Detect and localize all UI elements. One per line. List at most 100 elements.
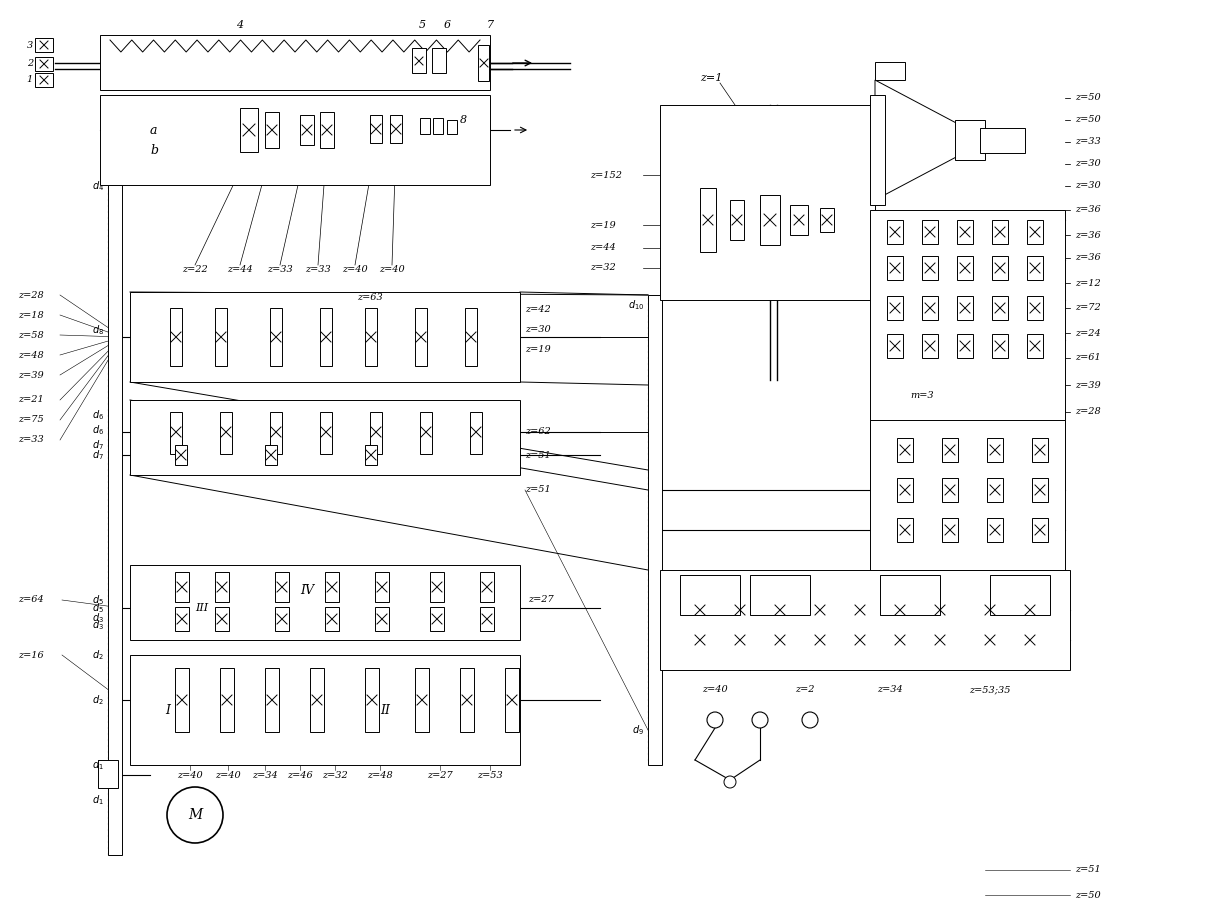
Bar: [990, 575, 1050, 615]
Text: $d_6$: $d_6$: [92, 408, 104, 422]
Text: $d_1$: $d_1$: [92, 793, 104, 807]
Bar: [480, 572, 495, 602]
Bar: [364, 445, 377, 465]
Circle shape: [802, 712, 818, 728]
Text: z=21: z=21: [18, 396, 44, 404]
Text: z=62: z=62: [525, 428, 550, 437]
Bar: [215, 308, 227, 366]
Bar: [761, 195, 780, 245]
Text: z=44: z=44: [227, 265, 253, 274]
Text: z=40: z=40: [177, 771, 203, 779]
Text: z=33: z=33: [305, 265, 330, 274]
Text: m=3: m=3: [910, 390, 933, 400]
Text: z=30: z=30: [1075, 182, 1101, 191]
Bar: [100, 35, 490, 90]
Bar: [35, 38, 53, 52]
Bar: [1032, 438, 1049, 462]
Text: 4: 4: [237, 20, 243, 30]
Bar: [987, 478, 1004, 502]
Bar: [320, 308, 332, 366]
Text: z=51: z=51: [525, 450, 550, 459]
Text: z=53;35: z=53;35: [970, 686, 1011, 695]
Text: z=50: z=50: [1075, 115, 1101, 124]
Bar: [320, 412, 332, 454]
Bar: [922, 296, 938, 320]
Text: z=152: z=152: [590, 171, 622, 180]
Text: z=16: z=16: [18, 650, 44, 659]
Text: z=28: z=28: [18, 291, 44, 300]
Bar: [820, 208, 833, 232]
Bar: [477, 45, 488, 81]
Bar: [390, 115, 402, 143]
Bar: [108, 185, 122, 855]
Text: z=19: z=19: [525, 346, 550, 354]
Text: 3: 3: [27, 41, 33, 50]
Text: z=2: z=2: [796, 686, 815, 695]
Text: $d_5$: $d_5$: [92, 593, 104, 607]
Text: z=30: z=30: [1075, 160, 1101, 169]
Bar: [480, 607, 495, 631]
Text: z=12: z=12: [1075, 279, 1101, 288]
Text: z=19: z=19: [590, 221, 616, 230]
Bar: [700, 188, 716, 252]
Bar: [98, 760, 118, 788]
Bar: [215, 607, 228, 631]
Bar: [870, 210, 1066, 490]
Bar: [942, 518, 957, 542]
Text: z=1: z=1: [700, 73, 723, 83]
Text: z=36: z=36: [1075, 205, 1101, 214]
Bar: [1027, 256, 1042, 280]
Text: $d_9$: $d_9$: [632, 723, 644, 737]
Text: z=22: z=22: [182, 265, 208, 274]
Text: z=72: z=72: [1075, 303, 1101, 312]
Text: $d_6$: $d_6$: [92, 423, 104, 437]
Bar: [220, 668, 234, 732]
Bar: [897, 478, 912, 502]
Text: z=50: z=50: [1075, 94, 1101, 103]
Bar: [130, 292, 520, 382]
Text: z=39: z=39: [1075, 380, 1101, 390]
Text: $d_{10}$: $d_{10}$: [628, 298, 644, 312]
Bar: [875, 62, 905, 80]
Bar: [991, 220, 1008, 244]
Circle shape: [707, 712, 723, 728]
Circle shape: [166, 787, 224, 843]
Bar: [320, 112, 334, 148]
Text: z=18: z=18: [18, 311, 44, 320]
Bar: [987, 518, 1004, 542]
Bar: [790, 205, 808, 235]
Bar: [957, 220, 973, 244]
Bar: [987, 438, 1004, 462]
Text: II: II: [380, 704, 390, 716]
Bar: [880, 575, 940, 615]
Bar: [1027, 296, 1042, 320]
Bar: [887, 256, 903, 280]
Bar: [416, 668, 429, 732]
Text: z=40: z=40: [702, 686, 728, 695]
Bar: [957, 334, 973, 358]
Bar: [660, 105, 875, 300]
Text: z=36: z=36: [1075, 231, 1101, 240]
Bar: [324, 607, 339, 631]
Circle shape: [724, 776, 736, 788]
Bar: [897, 438, 912, 462]
Text: 7: 7: [486, 20, 493, 30]
Bar: [175, 572, 190, 602]
Bar: [175, 445, 187, 465]
Bar: [175, 607, 190, 631]
Text: 6: 6: [443, 20, 451, 30]
Bar: [371, 115, 382, 143]
Text: z=33: z=33: [18, 436, 44, 445]
Text: z=58: z=58: [18, 331, 44, 340]
Bar: [416, 308, 426, 366]
Text: b: b: [149, 143, 158, 156]
Bar: [35, 73, 53, 87]
Bar: [175, 668, 190, 732]
Bar: [265, 668, 279, 732]
Bar: [991, 334, 1008, 358]
Bar: [750, 575, 810, 615]
Bar: [364, 308, 377, 366]
Bar: [275, 572, 289, 602]
Bar: [430, 607, 443, 631]
Text: z=46: z=46: [287, 771, 313, 779]
